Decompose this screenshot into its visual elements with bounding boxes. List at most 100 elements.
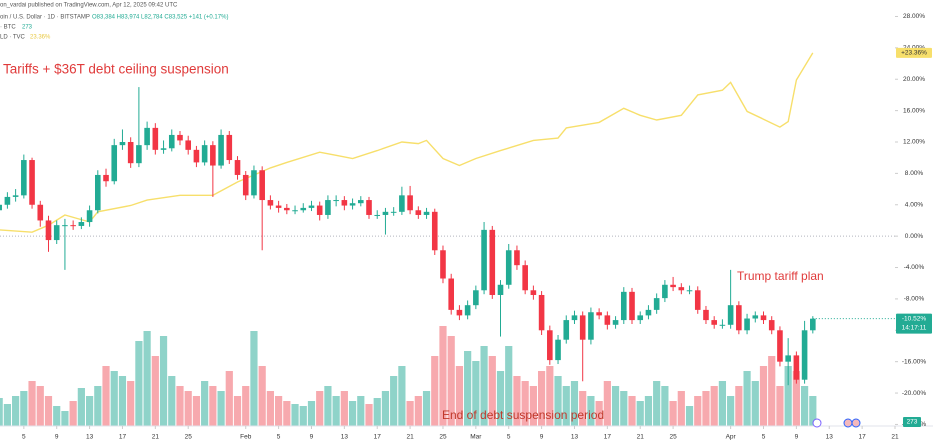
y-tick-label: -4.00% [904, 264, 925, 271]
volume-box [903, 417, 921, 427]
volume-bar [151, 356, 159, 426]
x-tick-label: 13 [826, 434, 834, 441]
candle-body [514, 250, 520, 266]
candle-body [284, 207, 290, 211]
candle-body [12, 195, 19, 197]
candle-body [21, 160, 27, 196]
candle-body [719, 324, 726, 326]
volume-bar [3, 404, 11, 426]
volume-bar [283, 401, 291, 426]
x-tick-label: 17 [374, 434, 382, 441]
volume-bar [36, 386, 44, 426]
volume-bar [168, 376, 176, 426]
volume-bar [340, 391, 348, 426]
candle-body [481, 229, 487, 291]
volume-bar [751, 381, 759, 426]
x-tick-label: 21 [637, 434, 645, 441]
legend-gold-value: 23.36% [30, 35, 51, 41]
candle-body [694, 290, 701, 310]
candle-body [259, 170, 265, 201]
candle-body [95, 174, 101, 211]
candle-body [144, 127, 150, 146]
candle-body [160, 148, 167, 150]
y-tick-label: 16.00% [903, 107, 925, 114]
candle-body [341, 200, 348, 206]
candle-body [127, 142, 134, 164]
volume-bar [217, 391, 225, 426]
candle-body [357, 200, 364, 204]
candle-body [629, 291, 635, 321]
x-tick-label: Feb [240, 434, 252, 441]
gold-line [0, 52, 814, 233]
candle-body [530, 290, 537, 295]
candle-body [473, 290, 479, 306]
candle-body [810, 318, 816, 331]
x-tick-label: 21 [406, 434, 414, 441]
candle-body [308, 205, 315, 208]
candle-body [177, 134, 183, 141]
candle-body [53, 225, 60, 241]
candle-body [251, 170, 257, 196]
volume-bar [488, 356, 496, 426]
volume-bar [546, 366, 554, 426]
price-scale [895, 0, 933, 426]
y-tick-label: 0.00% [905, 233, 924, 240]
candle-body [777, 330, 783, 362]
candle-body [366, 200, 372, 215]
volume-bar [480, 346, 488, 426]
volume-bar [809, 396, 817, 426]
volume-bar [291, 404, 299, 426]
volume-bar [77, 388, 85, 426]
volume-bar [365, 404, 373, 426]
candle-body [497, 284, 504, 295]
x-tick-label: 13 [341, 434, 349, 441]
volume-bar [0, 398, 3, 426]
candle-body [37, 204, 44, 221]
y-tick-label: 28.00% [903, 13, 925, 20]
icon[interactable] [812, 418, 822, 428]
candle-body [686, 290, 693, 292]
volume-bar [28, 381, 36, 426]
icon[interactable] [851, 418, 861, 428]
candle-body [431, 211, 438, 251]
candle-body [596, 312, 602, 316]
x-tick-label: 21 [152, 434, 160, 441]
candle-body [440, 250, 446, 279]
volume-bar [538, 371, 546, 426]
legend-main: oin / U.S. Dollar · 1D · BITSTAMP [0, 15, 90, 21]
volume-bar [406, 401, 414, 426]
volume-bar [595, 401, 603, 426]
candle-body [571, 315, 578, 321]
candle-body [711, 320, 717, 325]
icon[interactable] [843, 418, 853, 428]
volume-bar [685, 406, 694, 426]
volume-bar [513, 376, 521, 426]
volume-bar [431, 356, 439, 426]
volume-bar [735, 386, 743, 426]
volume-bar [373, 398, 381, 426]
x-tick-label: 9 [55, 434, 59, 441]
x-tick-label: 9 [540, 434, 544, 441]
candle-body [267, 200, 274, 206]
volume-bar [53, 406, 61, 426]
volume-bar [69, 401, 77, 426]
volume-bar [299, 406, 307, 426]
volume-bar [620, 391, 628, 426]
volume-bar [192, 396, 201, 426]
volume-bar [677, 391, 685, 426]
volume-pane [0, 326, 817, 426]
candle-body [793, 355, 800, 380]
x-tick-label: 17 [119, 434, 127, 441]
volume-bar [562, 386, 570, 426]
volume-bar [242, 386, 250, 426]
candle-body [275, 205, 282, 208]
volume-bar [579, 391, 587, 426]
candle-body [45, 220, 52, 241]
axes: 28.00%24.00%20.00%16.00%12.00%8.00%4.00%… [22, 13, 932, 441]
volume-bar [447, 336, 455, 426]
x-tick-label: 5 [22, 434, 26, 441]
countdown: 14:17:11 [902, 324, 927, 331]
annotation: Trump tariff plan [737, 269, 824, 283]
volume-bar [570, 381, 579, 426]
